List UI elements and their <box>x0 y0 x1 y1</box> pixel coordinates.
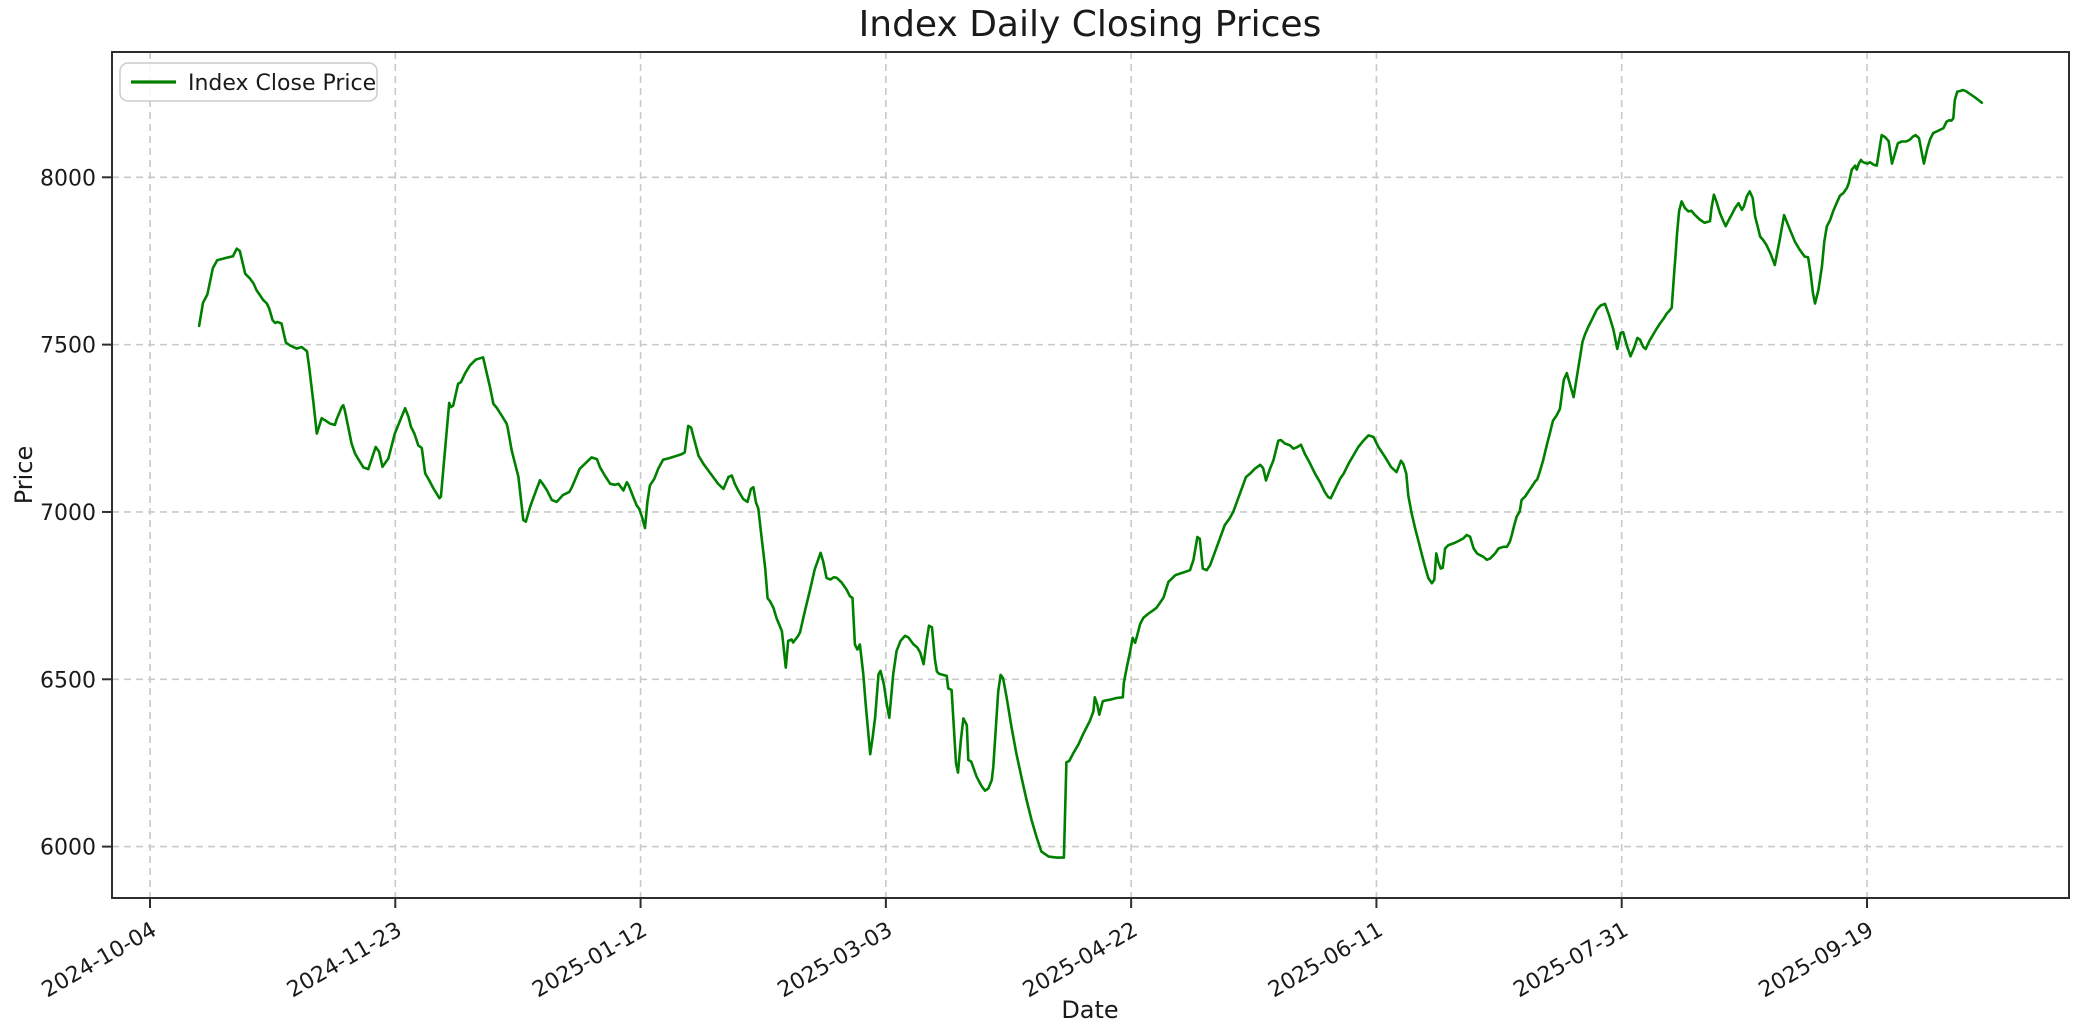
x-tick-label: 2025-01-12 <box>528 918 651 1004</box>
y-axis-label: Price <box>10 446 38 505</box>
y-tick-label: 6000 <box>40 836 96 861</box>
x-tick-label: 2025-07-31 <box>1509 918 1632 1004</box>
x-tick-label: 2025-03-03 <box>774 918 897 1004</box>
y-tick-label: 6500 <box>40 668 96 693</box>
y-tick-label: 7500 <box>40 334 96 359</box>
x-tick-label: 2025-06-11 <box>1264 918 1387 1004</box>
x-axis-label: Date <box>1061 996 1118 1024</box>
x-tick-label: 2025-09-19 <box>1755 918 1878 1004</box>
x-tick-label: 2024-10-04 <box>38 918 161 1004</box>
axis-ticks-layer: 2024-10-04 2024-11-23 2025-01-12 2025-03-03… <box>38 166 1878 1003</box>
index-close-price-line <box>197 88 1984 859</box>
plot-border <box>111 51 2070 899</box>
grid-layer <box>112 52 2069 898</box>
y-tick-label: 8000 <box>40 166 96 191</box>
y-tick-label: 7000 <box>40 501 96 526</box>
x-tick-label: 2025-04-22 <box>1019 918 1142 1004</box>
x-tick-label: 2024-11-23 <box>283 918 406 1004</box>
legend: Index Close Price <box>119 62 378 102</box>
chart-title: Index Daily Closing Prices <box>859 4 1322 45</box>
legend-box <box>119 62 378 102</box>
legend-label: Index Close Price <box>188 71 376 96</box>
